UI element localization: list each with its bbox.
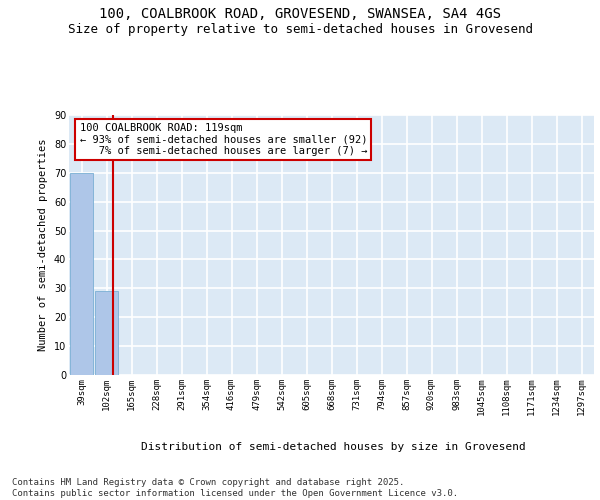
Text: Size of property relative to semi-detached houses in Grovesend: Size of property relative to semi-detach…	[67, 22, 533, 36]
Text: Contains HM Land Registry data © Crown copyright and database right 2025.
Contai: Contains HM Land Registry data © Crown c…	[12, 478, 458, 498]
Text: 100 COALBROOK ROAD: 119sqm
← 93% of semi-detached houses are smaller (92)
   7% : 100 COALBROOK ROAD: 119sqm ← 93% of semi…	[79, 123, 367, 156]
Bar	[95, 291, 118, 375]
Text: 100, COALBROOK ROAD, GROVESEND, SWANSEA, SA4 4GS: 100, COALBROOK ROAD, GROVESEND, SWANSEA,…	[99, 8, 501, 22]
Y-axis label: Number of semi-detached properties: Number of semi-detached properties	[38, 138, 48, 351]
Bar	[70, 173, 93, 375]
Text: Distribution of semi-detached houses by size in Grovesend: Distribution of semi-detached houses by …	[140, 442, 526, 452]
